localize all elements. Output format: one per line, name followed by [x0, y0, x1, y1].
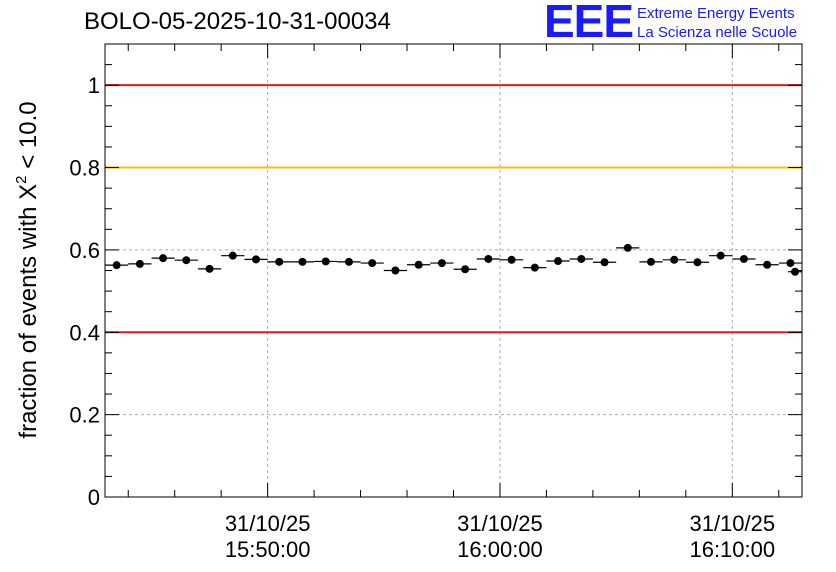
data-point-21 [600, 258, 609, 267]
data-point-17 [507, 255, 516, 264]
x-tick-date-1: 31/10/25 [457, 511, 543, 536]
data-point-4 [205, 264, 214, 273]
logo-line-2: La Scienza nelle Scuole [637, 24, 798, 41]
y-axis-label-main: fraction of events with X [15, 184, 42, 439]
data-point-28 [763, 260, 772, 269]
x-tick-time-1: 16:00:00 [457, 537, 543, 562]
eee-logo: EEE Extreme Energy Events La Scienza nel… [540, 0, 830, 48]
y-axis-label-tail: < 10.0 [15, 101, 42, 175]
data-point-2 [159, 254, 168, 263]
data-point-14 [437, 259, 446, 268]
data-point-8 [298, 257, 307, 266]
data-point-15 [461, 265, 470, 274]
data-point-22 [623, 243, 632, 252]
data-point-1 [135, 259, 144, 268]
data-point-13 [414, 260, 423, 269]
x-tick-date-0: 31/10/25 [225, 511, 311, 536]
data-point-23 [646, 257, 655, 266]
data-point-27 [739, 254, 748, 263]
y-tick-label-1: 0.2 [69, 403, 100, 428]
y-axis-label: fraction of events with X2 < 10.0 [13, 101, 42, 438]
data-point-20 [577, 254, 586, 263]
y-tick-label-3: 0.6 [69, 238, 100, 263]
y-tick-label-4: 0.8 [69, 156, 100, 181]
data-point-29 [786, 259, 795, 268]
data-point-26 [716, 251, 725, 260]
logo-line-1: Extreme Energy Events [637, 5, 795, 22]
x-tick-time-0: 15:50:00 [225, 537, 311, 562]
y-axis-label-superscript: 2 [13, 175, 30, 183]
data-point-9 [321, 257, 330, 266]
y-tick-label-0: 0 [88, 485, 100, 510]
x-tick-time-2: 16:10:00 [689, 537, 775, 562]
data-point-18 [530, 263, 539, 272]
data-point-11 [368, 259, 377, 268]
y-tick-label-5: 1 [88, 73, 100, 98]
eee-logo-text: Extreme Energy Events La Scienza nelle S… [637, 4, 797, 42]
data-point-25 [693, 258, 702, 267]
data-point-last [791, 267, 800, 276]
data-point-0 [112, 261, 121, 270]
data-point-10 [344, 257, 353, 266]
data-point-3 [182, 256, 191, 265]
data-point-6 [252, 255, 261, 264]
data-point-12 [391, 266, 400, 275]
data-point-7 [275, 257, 284, 266]
data-point-24 [670, 255, 679, 264]
data-point-16 [484, 254, 493, 263]
data-point-19 [554, 257, 563, 266]
run-title: BOLO-05-2025-10-31-00034 [84, 8, 391, 35]
y-tick-label-2: 0.4 [69, 320, 100, 345]
x-tick-date-2: 31/10/25 [689, 511, 775, 536]
data-point-5 [228, 251, 237, 260]
eee-logo-mark: EEE [544, 0, 634, 47]
